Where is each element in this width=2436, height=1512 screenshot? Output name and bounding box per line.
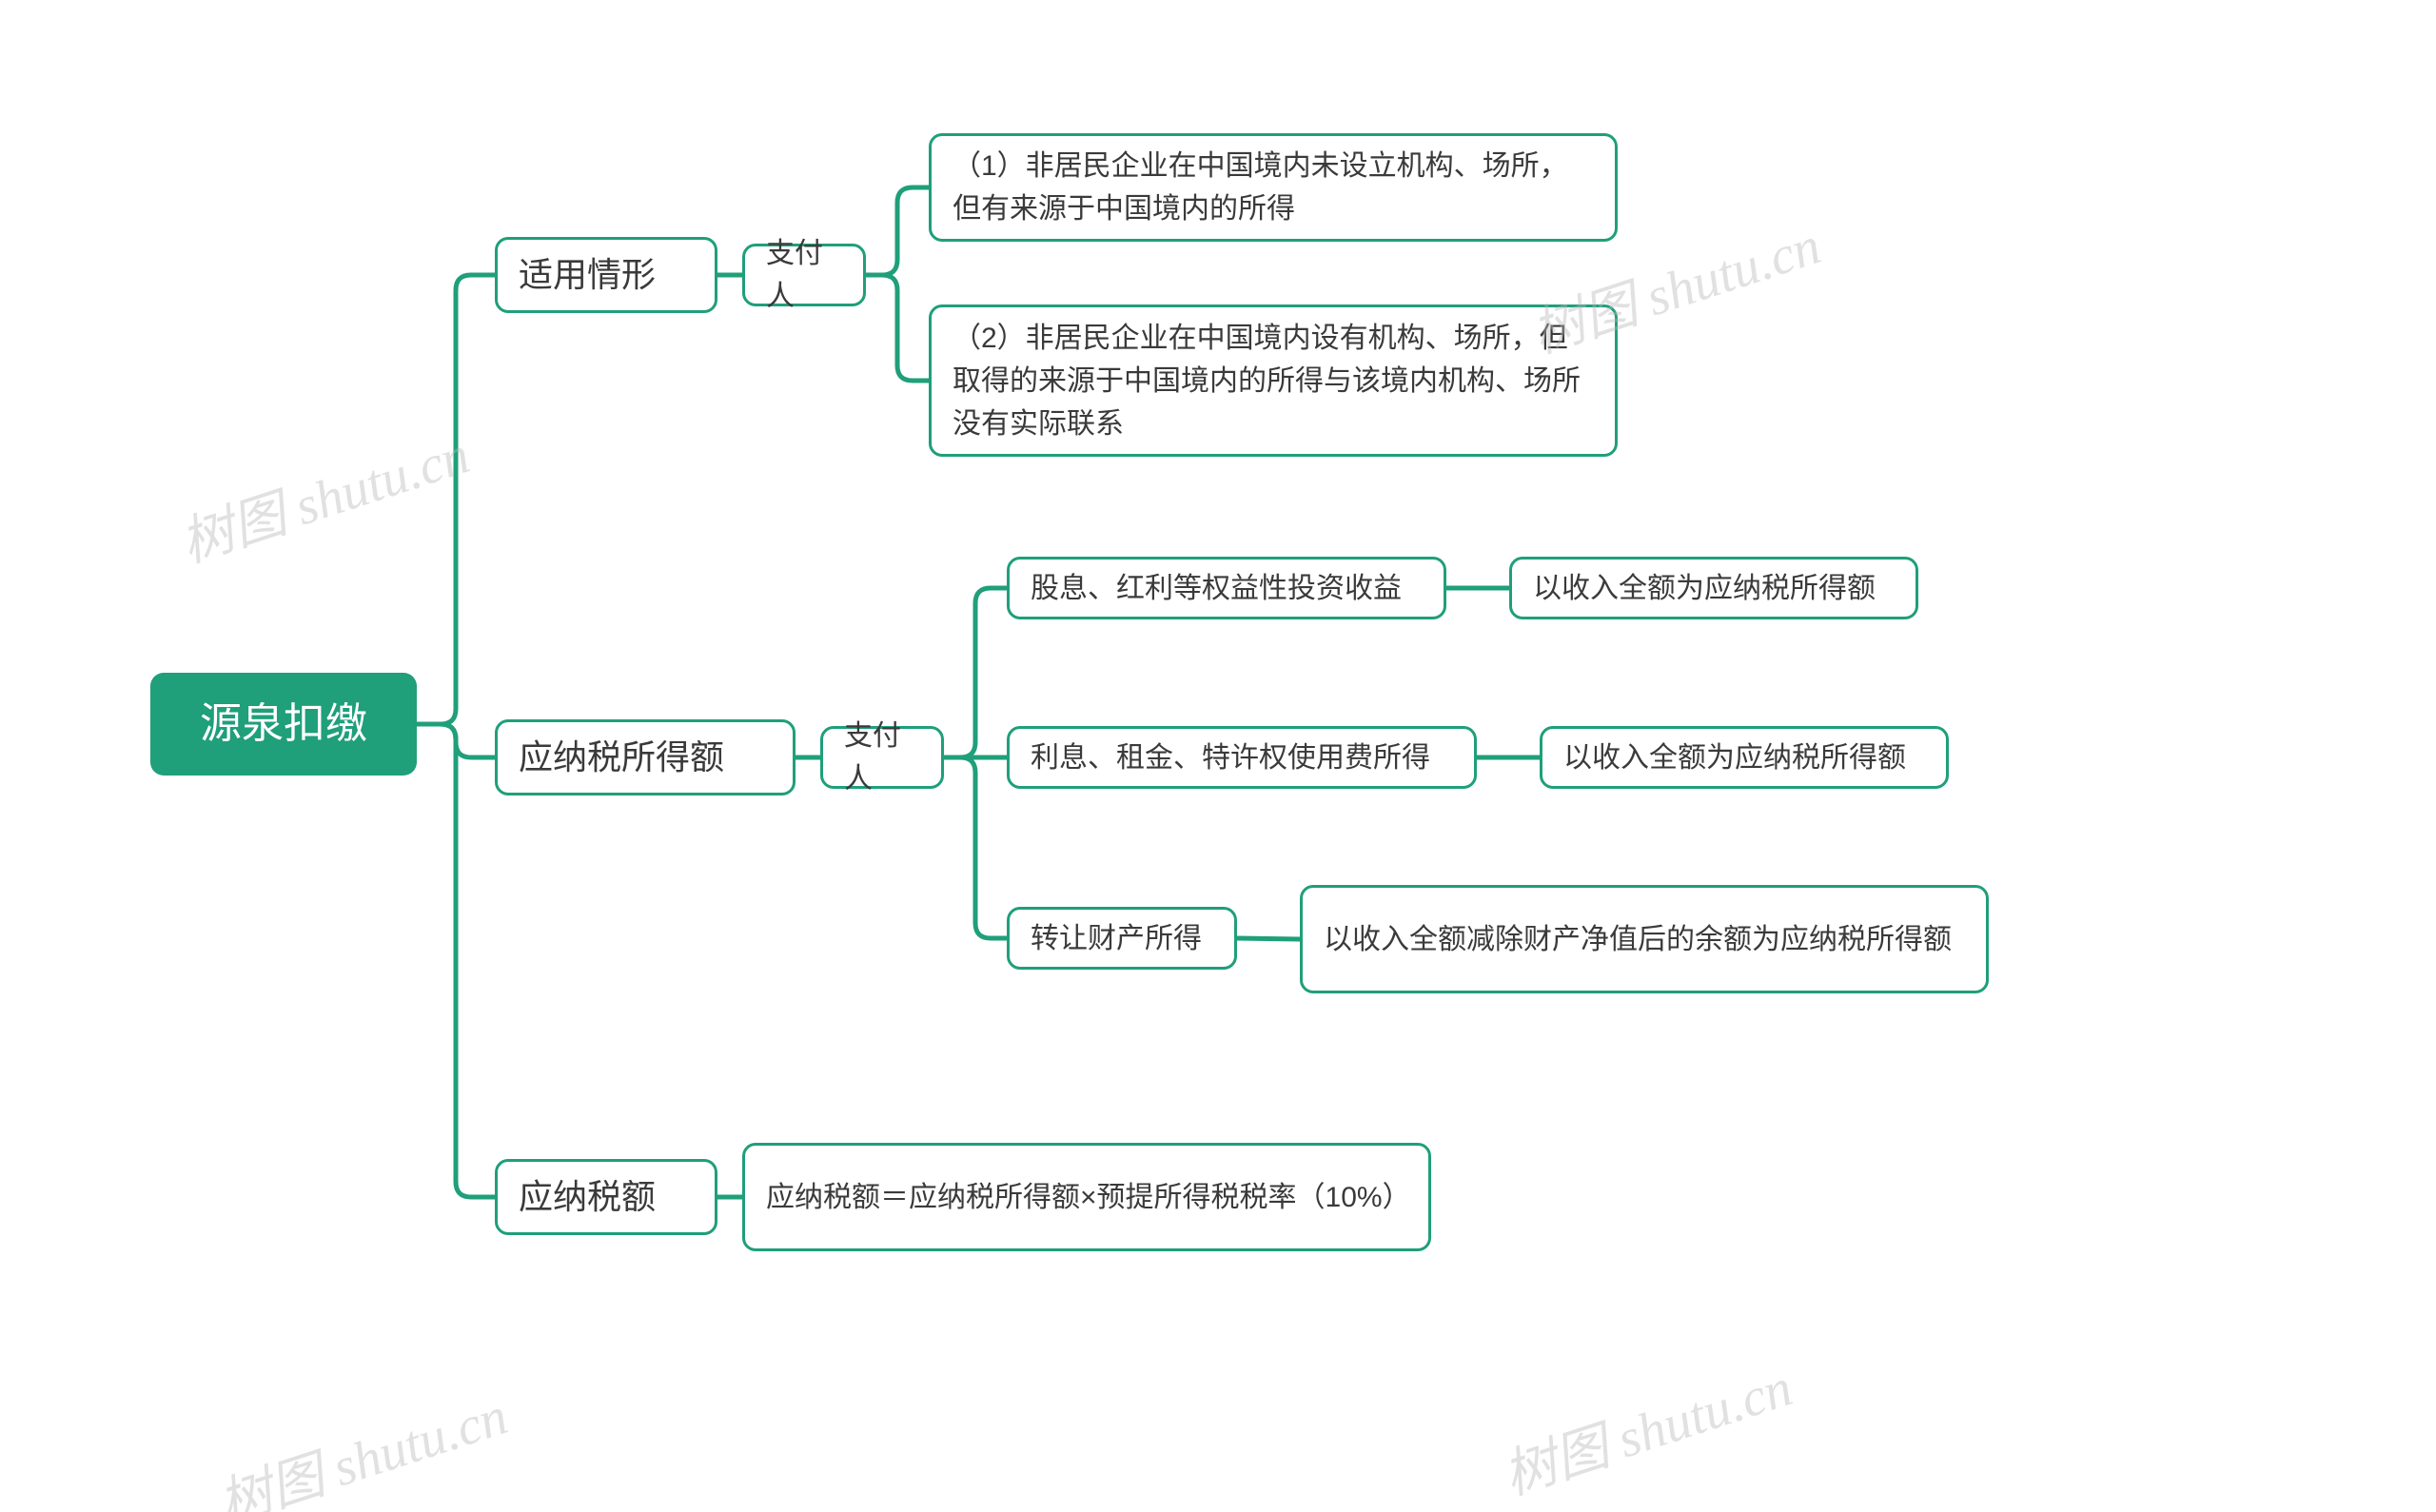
node-b2a2: 利息、租金、特许权使用费所得 (1007, 726, 1477, 789)
node-b1-label: 适用情形 (519, 249, 656, 301)
node-b2: 应纳税所得额 (495, 719, 796, 795)
watermark: 树图 shutu.cn (207, 1373, 516, 1512)
node-b3a-label: 应纳税额＝应纳税所得额×预提所得税税率（10%） (766, 1176, 1407, 1219)
node-b1a2-label: （2）非居民企业在中国境内设有机构、场所，但取得的来源于中国境内的所得与该境内机… (953, 317, 1594, 445)
watermark: 树图 shutu.cn (1492, 1345, 1800, 1510)
root-label: 源泉扣缴 (200, 693, 367, 756)
node-b3-label: 应纳税额 (519, 1171, 656, 1223)
node-b2a1: 股息、红利等权益性投资收益 (1007, 557, 1446, 619)
node-b1: 适用情形 (495, 237, 717, 313)
node-b2a3-label: 转让财产所得 (1031, 917, 1202, 960)
node-b1a-label: 支付人 (766, 232, 842, 318)
node-b1a2: （2）非居民企业在中国境内设有机构、场所，但取得的来源于中国境内的所得与该境内机… (929, 304, 1618, 457)
node-b2a3: 转让财产所得 (1007, 907, 1237, 970)
node-b2a3r-label: 以收入全额减除财产净值后的余额为应纳税所得额 (1324, 918, 1952, 961)
node-b2a: 支付人 (820, 726, 944, 789)
node-b2-label: 应纳税所得额 (519, 732, 724, 783)
watermark: 树图 shutu.cn (169, 412, 478, 578)
node-b3: 应纳税额 (495, 1159, 717, 1235)
root-node: 源泉扣缴 (150, 673, 417, 776)
node-b1a1: （1）非居民企业在中国境内未设立机构、场所，但有来源于中国境内的所得 (929, 133, 1618, 242)
node-b2a3r: 以收入全额减除财产净值后的余额为应纳税所得额 (1300, 885, 1989, 993)
node-b2a2r: 以收入全额为应纳税所得额 (1540, 726, 1949, 789)
node-b1a: 支付人 (742, 244, 866, 306)
node-b2a2-label: 利息、租金、特许权使用费所得 (1031, 736, 1430, 779)
node-b3a: 应纳税额＝应纳税所得额×预提所得税税率（10%） (742, 1143, 1431, 1251)
node-b2a-label: 支付人 (844, 715, 920, 800)
node-b2a1r: 以收入全额为应纳税所得额 (1509, 557, 1918, 619)
node-b1a1-label: （1）非居民企业在中国境内未设立机构、场所，但有来源于中国境内的所得 (953, 145, 1594, 230)
node-b2a1-label: 股息、红利等权益性投资收益 (1031, 567, 1402, 610)
node-b2a2r-label: 以收入全额为应纳税所得额 (1563, 736, 1906, 779)
node-b2a1r-label: 以收入全额为应纳税所得额 (1533, 567, 1876, 610)
